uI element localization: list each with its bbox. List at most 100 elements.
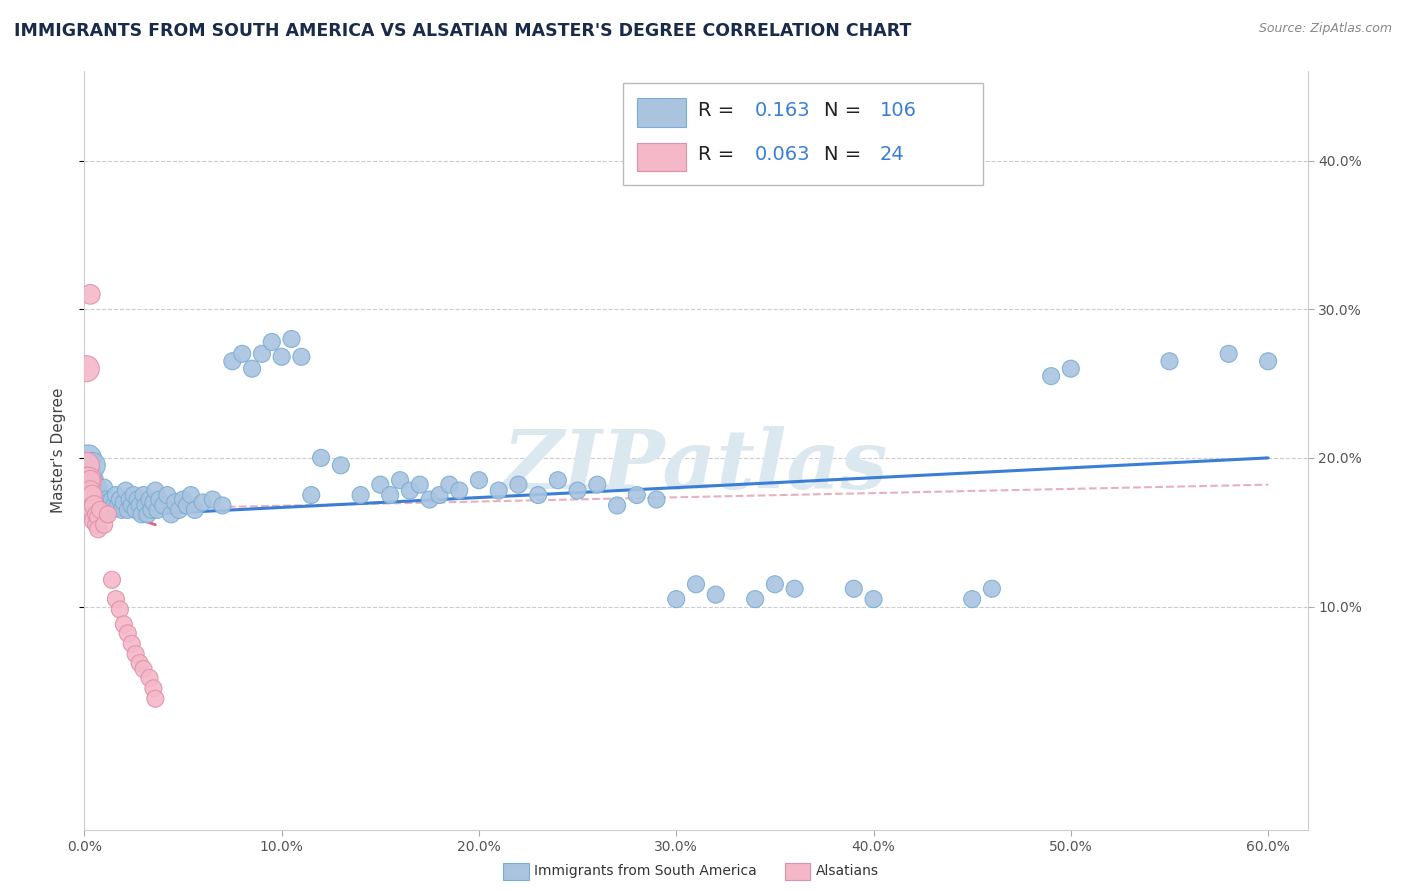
Text: 0.063: 0.063	[755, 145, 810, 164]
Point	[429, 488, 451, 502]
Point	[1218, 347, 1240, 361]
Point	[136, 508, 159, 522]
Point	[82, 503, 104, 517]
Point	[128, 656, 150, 670]
Point	[111, 503, 134, 517]
Point	[201, 492, 224, 507]
Point	[89, 492, 111, 507]
Point	[309, 450, 332, 465]
Point	[165, 495, 187, 509]
FancyBboxPatch shape	[637, 98, 686, 127]
Point	[419, 492, 441, 507]
Point	[260, 334, 283, 349]
Point	[180, 488, 202, 502]
Point	[98, 503, 121, 517]
Text: Source: ZipAtlas.com: Source: ZipAtlas.com	[1258, 22, 1392, 36]
Point	[122, 488, 145, 502]
Point	[626, 488, 648, 502]
Point	[380, 488, 402, 502]
Point	[94, 492, 117, 507]
Point	[368, 477, 391, 491]
Point	[131, 508, 153, 522]
Point	[980, 582, 1002, 596]
Point	[960, 592, 983, 607]
Point	[191, 495, 214, 509]
Point	[108, 492, 131, 507]
Point	[117, 503, 139, 517]
Point	[156, 488, 179, 502]
Text: R =: R =	[699, 145, 741, 164]
Point	[83, 503, 105, 517]
Point	[146, 503, 169, 517]
Point	[75, 473, 97, 487]
Point	[93, 517, 115, 532]
Text: 106: 106	[880, 101, 917, 120]
Point	[89, 503, 111, 517]
Point	[77, 488, 100, 502]
Point	[89, 508, 111, 522]
Point	[842, 582, 865, 596]
Point	[75, 473, 97, 487]
Point	[103, 499, 125, 513]
Text: Immigrants from South America: Immigrants from South America	[534, 863, 756, 878]
Point	[142, 681, 165, 696]
Point	[567, 483, 589, 498]
Point	[83, 513, 105, 527]
Point	[468, 473, 491, 487]
Point	[97, 508, 120, 522]
Point	[77, 466, 100, 480]
Point	[409, 477, 432, 491]
Text: N =: N =	[824, 101, 868, 120]
Point	[121, 499, 143, 513]
Point	[299, 488, 322, 502]
Point	[77, 450, 100, 465]
Point	[763, 577, 786, 591]
Point	[1060, 361, 1083, 376]
Text: IMMIGRANTS FROM SOUTH AMERICA VS ALSATIAN MASTER'S DEGREE CORRELATION CHART: IMMIGRANTS FROM SOUTH AMERICA VS ALSATIA…	[14, 22, 911, 40]
Point	[145, 691, 167, 706]
Point	[240, 361, 263, 376]
Point	[91, 495, 114, 509]
Point	[449, 483, 471, 498]
Text: ZIPatlas: ZIPatlas	[503, 425, 889, 506]
Point	[862, 592, 884, 607]
Point	[82, 488, 104, 502]
Point	[84, 495, 107, 509]
Point	[82, 458, 104, 473]
Point	[83, 499, 105, 513]
Point	[127, 492, 149, 507]
Point	[87, 499, 110, 513]
Point	[221, 354, 243, 368]
Point	[84, 517, 107, 532]
Point	[87, 522, 110, 536]
Point	[124, 503, 146, 517]
Point	[606, 499, 628, 513]
Point	[280, 332, 302, 346]
Point	[172, 492, 194, 507]
Text: R =: R =	[699, 101, 741, 120]
Point	[104, 592, 127, 607]
Text: N =: N =	[824, 145, 868, 164]
Point	[290, 350, 312, 364]
Point	[104, 488, 127, 502]
Point	[176, 499, 198, 513]
Point	[1040, 369, 1063, 384]
Point	[508, 477, 530, 491]
Point	[79, 287, 101, 301]
Point	[349, 488, 371, 502]
Point	[79, 503, 101, 517]
Point	[87, 510, 110, 524]
Point	[79, 488, 101, 502]
Point	[79, 483, 101, 498]
Point	[93, 503, 115, 517]
Point	[107, 499, 129, 513]
Point	[121, 637, 143, 651]
Point	[142, 495, 165, 509]
Point	[184, 503, 207, 517]
Point	[1257, 354, 1279, 368]
Point	[117, 626, 139, 640]
Point	[82, 481, 104, 495]
FancyBboxPatch shape	[623, 83, 983, 186]
Point	[75, 361, 97, 376]
Point	[270, 350, 292, 364]
